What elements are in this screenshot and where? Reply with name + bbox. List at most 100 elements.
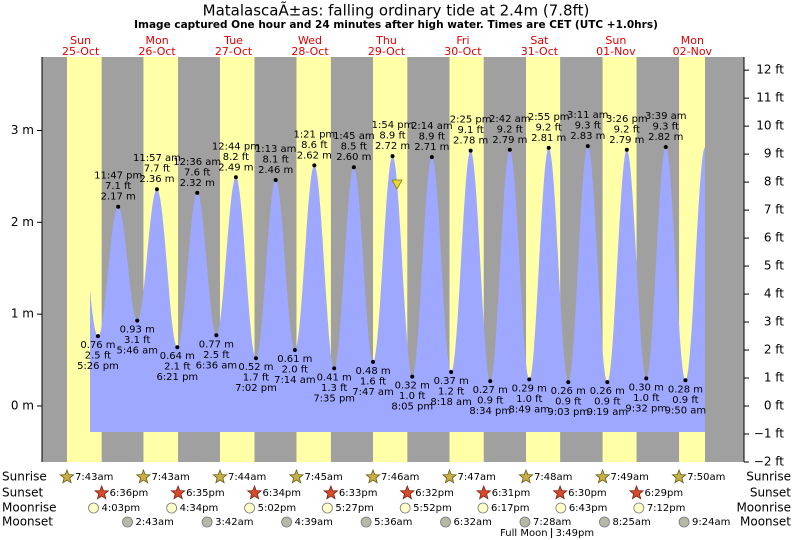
event-time: 7:46am — [381, 472, 419, 483]
event-time: 6:43pm — [569, 503, 608, 514]
tide-label: 3.1 ft — [124, 335, 150, 346]
y2-tick-label: 9 ft — [764, 147, 784, 161]
tide-label: 0.29 m — [512, 383, 547, 394]
event-icon — [552, 484, 568, 500]
tide-point — [214, 333, 219, 338]
y2-tick-label: 1 ft — [764, 371, 784, 385]
event-time: 4:34pm — [180, 503, 219, 514]
tide-label: 5:46 am — [116, 346, 158, 357]
event-time: 7:12pm — [647, 503, 686, 514]
event-icon — [519, 516, 531, 528]
tide-label: 0.41 m — [317, 372, 352, 383]
full-moon-label: Full Moon — [500, 528, 547, 539]
tide-label: 8.6 ft — [301, 140, 327, 151]
tide-point — [624, 147, 629, 152]
tide-point — [449, 370, 454, 374]
tide-label: 9.3 ft — [575, 121, 601, 132]
tide-label: 0.77 m — [199, 339, 234, 350]
tide-label: 0.26 m — [590, 386, 625, 397]
event-icon — [399, 484, 416, 500]
tide-label: 2.32 m — [180, 178, 215, 189]
tide-label: 9.2 ft — [536, 122, 562, 133]
tide-label: 8.9 ft — [379, 131, 405, 142]
tide-point — [605, 380, 610, 385]
y2-tick-label: 3 ft — [764, 315, 784, 329]
tide-label: 1.3 ft — [321, 383, 347, 394]
tide-label: 8:05 pm — [391, 402, 433, 413]
y-tick-label: 2 m — [11, 215, 34, 229]
tide-label: 0.9 ft — [555, 397, 581, 408]
tide-label: 8.2 ft — [223, 152, 249, 163]
tide-label: 0.9 ft — [477, 396, 503, 407]
tide-point — [468, 148, 473, 153]
tide-label: 8:49 am — [509, 404, 551, 415]
event-icon — [166, 502, 178, 514]
tide-label: 1.0 ft — [516, 394, 542, 405]
y2-tick-label: −2 ft — [754, 455, 785, 469]
event-icon — [518, 468, 534, 484]
event-icon — [281, 516, 293, 528]
event-time: 5:02pm — [258, 503, 297, 514]
event-time: 5:27pm — [335, 503, 374, 514]
tide-label: 8:18 am — [430, 397, 472, 408]
tide-label: 2.83 m — [570, 131, 605, 142]
tide-label: 0.37 m — [434, 376, 469, 387]
event-time: 6:35pm — [186, 488, 225, 499]
tide-point — [116, 204, 121, 209]
tide-label: 0.32 m — [395, 381, 430, 392]
tide-label: 7:02 pm — [235, 383, 277, 394]
tide-point — [135, 318, 140, 323]
tide-point — [527, 377, 532, 382]
day-weekday: Mon — [145, 34, 168, 47]
event-icon — [599, 516, 610, 528]
tide-label: 7:47 am — [352, 387, 394, 398]
event-time: 2:43am — [136, 517, 174, 528]
tide-label: 8.9 ft — [419, 132, 445, 143]
tide-label: 2.0 ft — [282, 364, 308, 375]
event-icon — [122, 516, 133, 528]
event-time: 3:42am — [215, 517, 253, 528]
tide-label: 1:54 pm — [372, 120, 414, 131]
tide-point — [644, 376, 649, 381]
full-moon-time: 3:49pm — [556, 528, 595, 539]
tide-label: 2:14 am — [411, 121, 453, 132]
y-tick-label: 1 m — [11, 307, 34, 321]
event-time: 6:30pm — [568, 488, 607, 499]
event-icon — [671, 468, 687, 484]
event-time: 5:52pm — [413, 503, 452, 514]
event-icon — [476, 484, 492, 500]
tide-label: 0.9 ft — [672, 395, 698, 406]
tide-label: 2.5 ft — [203, 350, 229, 361]
event-time: 6:34pm — [262, 488, 301, 499]
tide-label: 0.28 m — [668, 384, 703, 395]
tide-label: 0.64 m — [160, 351, 195, 362]
tide-point — [371, 359, 376, 364]
tide-label: 9:32 pm — [625, 403, 667, 414]
tide-label: 5:26 pm — [77, 361, 119, 372]
day-date: 31-Oct — [521, 45, 559, 58]
event-icon — [594, 468, 611, 484]
tide-label: 2.17 m — [101, 192, 136, 203]
tide-label: 2.82 m — [648, 132, 683, 143]
tide-label: 7:35 pm — [313, 393, 355, 404]
tide-label: 2:55 pm — [528, 112, 570, 123]
tide-label: 2.71 m — [414, 142, 449, 153]
y-tick-label: 3 m — [11, 123, 34, 137]
event-icon — [555, 502, 567, 514]
tide-label: 0.93 m — [120, 325, 155, 336]
tide-label: 0.76 m — [80, 340, 115, 351]
tide-label: 1.6 ft — [360, 376, 386, 387]
y2-tick-label: 10 ft — [756, 119, 784, 133]
tide-label: 2.79 m — [609, 135, 644, 146]
y2-tick-label: 6 ft — [764, 231, 784, 245]
day-weekday: Wed — [298, 34, 322, 47]
tide-label: 8.1 ft — [262, 155, 288, 166]
event-icon — [678, 516, 690, 528]
y2-tick-label: 4 ft — [764, 287, 784, 301]
event-icon — [360, 516, 372, 528]
tide-point — [585, 144, 590, 149]
row-label: Moonrise — [2, 501, 57, 515]
tide-label: 0.26 m — [551, 386, 586, 397]
tide-label: 9:03 pm — [547, 407, 589, 418]
day-date: 30-Oct — [444, 45, 482, 58]
